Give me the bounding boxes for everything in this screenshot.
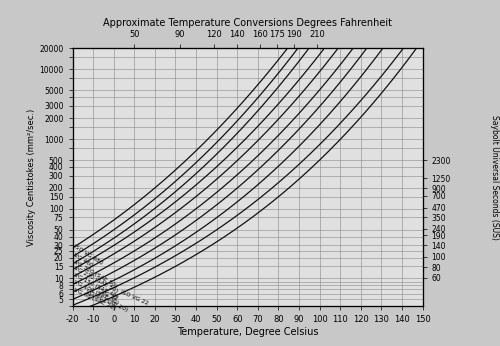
Y-axis label: Approximate Viscosity Conversions
Saybolt Universal Seconds (SUS): Approximate Viscosity Conversions Saybol… [490, 110, 500, 245]
X-axis label: Temperature, Degree Celsius: Temperature, Degree Celsius [177, 327, 318, 337]
Text: VG 100 (SAE 30): VG 100 (SAE 30) [72, 280, 119, 306]
Text: VG 46 (SAE 20): VG 46 (SAE 20) [85, 289, 128, 312]
Text: VG 68 (SAE 20): VG 68 (SAE 20) [72, 288, 116, 311]
Text: VG 460: VG 460 [72, 252, 94, 268]
X-axis label: Approximate Temperature Conversions Degrees Fahrenheit: Approximate Temperature Conversions Degr… [103, 18, 392, 28]
Y-axis label: Viscosity Centistokes (mm²/sec.): Viscosity Centistokes (mm²/sec.) [28, 109, 36, 246]
Text: ISO VG 22: ISO VG 22 [120, 289, 149, 306]
Text: VG 220 (SAE 50): VG 220 (SAE 50) [72, 265, 118, 293]
Text: VG 320 (SAE 50): VG 320 (SAE 50) [72, 260, 118, 289]
Text: VG 32: VG 32 [100, 289, 118, 301]
Text: VG 150 (SAE 40): VG 150 (SAE 40) [72, 272, 118, 299]
Text: ISO VG 680: ISO VG 680 [72, 244, 104, 266]
